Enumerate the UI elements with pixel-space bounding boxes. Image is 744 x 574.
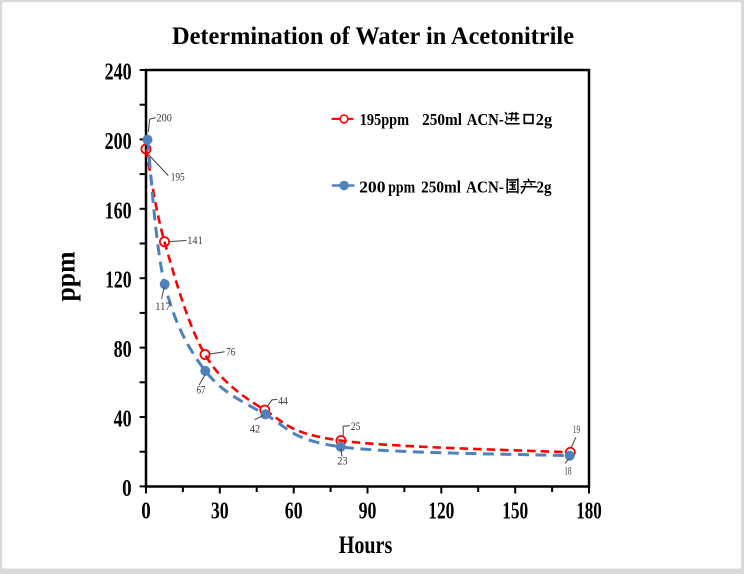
svg-text:44: 44	[278, 395, 288, 407]
svg-text:76: 76	[226, 347, 236, 359]
svg-text:200: 200	[157, 113, 173, 125]
svg-text:Determination of Water in Acet: Determination of Water in Acetonitrile	[172, 21, 574, 50]
svg-text:23: 23	[337, 456, 348, 468]
svg-text:195ppm: 195ppm	[360, 110, 410, 129]
svg-text:200: 200	[359, 178, 385, 197]
svg-text:2g: 2g	[536, 110, 553, 129]
svg-text:60: 60	[285, 497, 303, 524]
svg-text:18: 18	[564, 466, 572, 478]
svg-text:30: 30	[211, 497, 229, 524]
svg-text:180: 180	[576, 497, 602, 524]
svg-text:250ml: 250ml	[422, 110, 462, 129]
svg-text:ACN-: ACN-	[467, 110, 504, 129]
svg-text:120: 120	[105, 267, 132, 294]
svg-text:42: 42	[250, 424, 260, 436]
svg-text:ppm: ppm	[388, 178, 415, 197]
svg-text:117: 117	[155, 301, 171, 313]
svg-text:2g: 2g	[537, 178, 553, 197]
svg-text:Hours: Hours	[339, 532, 393, 559]
svg-text:250ml: 250ml	[421, 178, 461, 197]
svg-text:90: 90	[359, 497, 377, 524]
svg-text:200: 200	[105, 128, 132, 155]
svg-text:120: 120	[428, 497, 454, 524]
svg-text:240: 240	[105, 59, 132, 86]
svg-text:80: 80	[114, 336, 132, 363]
svg-text:40: 40	[114, 406, 132, 433]
svg-text:25: 25	[351, 421, 361, 433]
svg-text:ACN-: ACN-	[466, 178, 504, 197]
svg-text:160: 160	[105, 197, 132, 224]
svg-text:19: 19	[573, 424, 580, 436]
svg-text:ppm: ppm	[50, 251, 80, 301]
svg-text:67: 67	[197, 384, 206, 396]
svg-text:141: 141	[187, 235, 202, 247]
svg-text:0: 0	[141, 497, 151, 524]
svg-text:0: 0	[122, 475, 132, 502]
svg-text:195: 195	[171, 172, 185, 184]
svg-text:150: 150	[502, 497, 528, 524]
